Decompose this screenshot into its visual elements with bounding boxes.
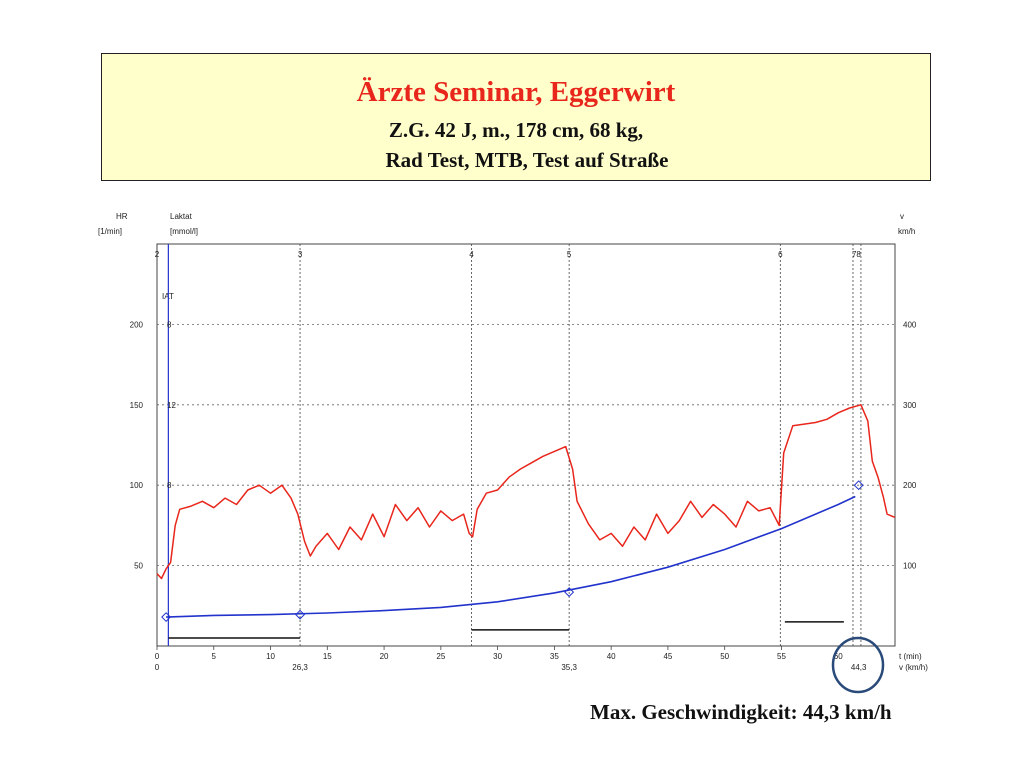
speed-line xyxy=(166,495,856,618)
hr-axis-unit: [1/min] xyxy=(98,227,122,236)
speed-point xyxy=(853,480,864,491)
stage-markers: 2 3 4 5 6 78 xyxy=(155,244,861,646)
lactate-axis-label: Laktat xyxy=(170,212,193,221)
time-tick-label: 40 xyxy=(607,652,616,661)
slide-title: Ärzte Seminar, Eggerwirt xyxy=(356,76,676,108)
time-tick-label: 5 xyxy=(212,652,217,661)
stage-marker-label: 4 xyxy=(469,250,474,259)
stage-marker-label: 6 xyxy=(778,250,783,259)
speed-point xyxy=(161,612,172,623)
hr-tick-label: 100 xyxy=(130,481,144,490)
stage-marker-label: 78 xyxy=(852,250,861,259)
speed-tick-label: 100 xyxy=(903,562,917,571)
time-tick-label: 15 xyxy=(323,652,332,661)
speed-axis-unit: km/h xyxy=(898,227,915,236)
time-tick-label: 30 xyxy=(493,652,502,661)
speed-tick-label: 200 xyxy=(903,481,917,490)
speed-x-tick-label: 26,3 xyxy=(292,663,308,672)
speed-tick-label: 400 xyxy=(903,320,917,329)
speed-x-tick-label: 44,3 xyxy=(851,663,867,672)
title-box: Ärzte Seminar, Eggerwirt Z.G. 42 J, m., … xyxy=(101,53,931,181)
stage-marker-label: 2 xyxy=(155,250,160,259)
speed-x-tick-label: 0 xyxy=(155,663,160,672)
time-tick-label: 10 xyxy=(266,652,275,661)
speed-point xyxy=(564,587,575,598)
max-speed-caption: Max. Geschwindigkeit: 44,3 km/h xyxy=(590,700,892,724)
series xyxy=(156,404,896,623)
time-tick-label: 45 xyxy=(663,652,672,661)
speed-x-tick-label: 35,3 xyxy=(561,663,577,672)
time-tick-label: 20 xyxy=(380,652,389,661)
speed-tick-label: 300 xyxy=(903,401,917,410)
time-tick-label: 60 xyxy=(834,652,843,661)
time-tick-label: 35 xyxy=(550,652,559,661)
hr-tick-label: 50 xyxy=(134,562,143,571)
speed-x-axis-label: v (km/h) xyxy=(899,663,928,672)
time-tick-label: 55 xyxy=(777,652,786,661)
lactate-tick-label: 8 xyxy=(167,320,172,329)
time-tick-label: 0 xyxy=(155,652,160,661)
hr-tick-label: 150 xyxy=(130,401,144,410)
time-tick-label: 50 xyxy=(720,652,729,661)
stage-marker-label: 5 xyxy=(567,250,572,259)
speed-axis-label: v xyxy=(900,212,904,221)
lactate-tick-label: 8 xyxy=(167,481,172,490)
plot-frame xyxy=(156,243,896,647)
test-info: Rad Test, MTB, Test auf Straße xyxy=(385,148,669,172)
grid xyxy=(157,323,895,566)
time-axis-label: t (min) xyxy=(899,652,922,661)
lactate-axis-unit: [mmol/l] xyxy=(170,227,198,236)
subject-info: Z.G. 42 J, m., 178 cm, 68 kg, xyxy=(388,118,644,142)
hr-axis-label: HR xyxy=(116,212,128,221)
stage-marker-label: 3 xyxy=(298,250,303,259)
heart-rate-line xyxy=(156,404,896,580)
max-speed-highlight-circle xyxy=(831,636,885,694)
stage-bars xyxy=(168,621,844,639)
lactate-tick-label: 12 xyxy=(167,401,176,410)
speed-point xyxy=(295,609,306,620)
time-tick-label: 25 xyxy=(436,652,445,661)
hr-tick-label: 200 xyxy=(130,320,144,329)
